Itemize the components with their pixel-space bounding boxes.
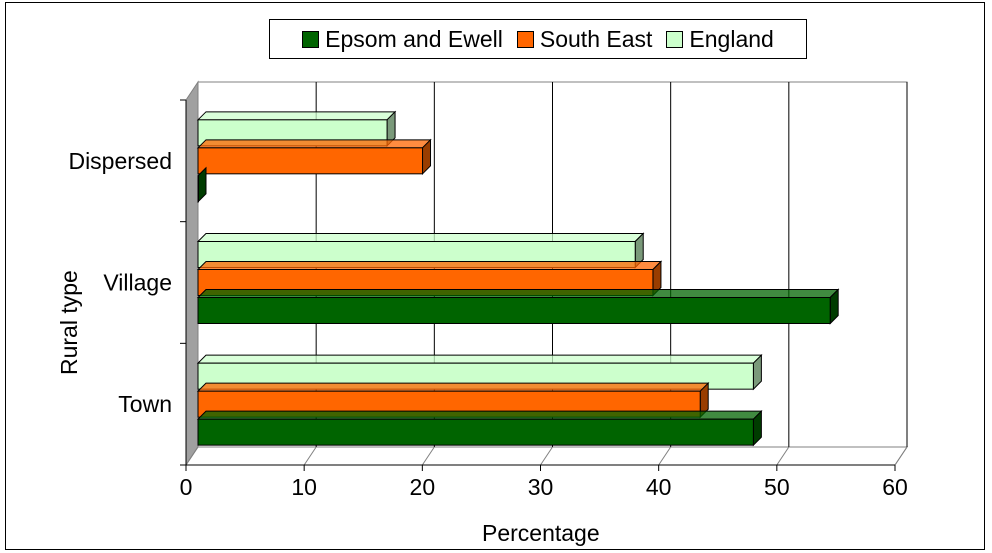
bar-top-face <box>196 261 663 270</box>
x-tick-label: 60 <box>882 474 908 500</box>
legend-swatch-south-east <box>516 30 534 48</box>
bar-top-face <box>196 410 763 420</box>
bar-top-face <box>196 111 397 121</box>
bar-epsom-and-ewell-village <box>196 288 840 325</box>
bar-epsom-and-ewell-town <box>196 409 763 447</box>
floor-gridline <box>776 446 790 466</box>
x-tick-label: 40 <box>646 474 672 500</box>
bar-front-face <box>197 175 199 203</box>
x-axis-label: Percentage <box>482 520 600 546</box>
plot-side-wall <box>185 80 199 467</box>
floor-gridline <box>658 446 672 466</box>
x-tick-label: 0 <box>180 474 193 500</box>
bar-south-east-dispersed <box>196 138 432 176</box>
legend-item-epsom: Epsom and Ewell <box>302 26 503 53</box>
legend-swatch-england <box>666 30 684 48</box>
legend-swatch-epsom <box>302 30 320 48</box>
floor-gridline <box>303 446 317 466</box>
bar-top-face <box>196 139 432 149</box>
legend-label-england: England <box>689 25 774 52</box>
legend: Epsom and Ewell South East England <box>269 19 807 59</box>
legend-item-south-east: South East <box>516 25 653 53</box>
y-tick-label: Town <box>118 391 172 417</box>
legend-item-england: England <box>666 25 774 53</box>
x-tick-label: 30 <box>528 474 554 500</box>
bar-top-face <box>196 233 645 242</box>
bar-epsom-and-ewell-dispersed <box>197 166 207 204</box>
x-tick-label: 50 <box>764 474 790 500</box>
x-tick-label: 10 <box>291 474 317 500</box>
bar-front-face <box>197 147 424 175</box>
bar-top-face <box>196 289 840 298</box>
bar-top-face <box>196 354 763 364</box>
legend-label-south-east: South East <box>539 25 653 52</box>
floor-gridline <box>540 446 553 466</box>
floor-gridline <box>185 446 199 466</box>
y-tick-label: Village <box>103 270 172 296</box>
y-axis-label: Rural type <box>56 270 82 375</box>
legend-label-epsom: Epsom and Ewell <box>325 25 503 52</box>
bar-front-face <box>197 297 831 324</box>
y-tick-label: Dispersed <box>68 148 172 174</box>
bar-top-face <box>196 382 710 392</box>
x-tick-label: 20 <box>410 474 436 500</box>
bar-front-face <box>197 418 754 446</box>
floor-gridline <box>421 446 435 466</box>
floor-gridline <box>894 446 908 466</box>
